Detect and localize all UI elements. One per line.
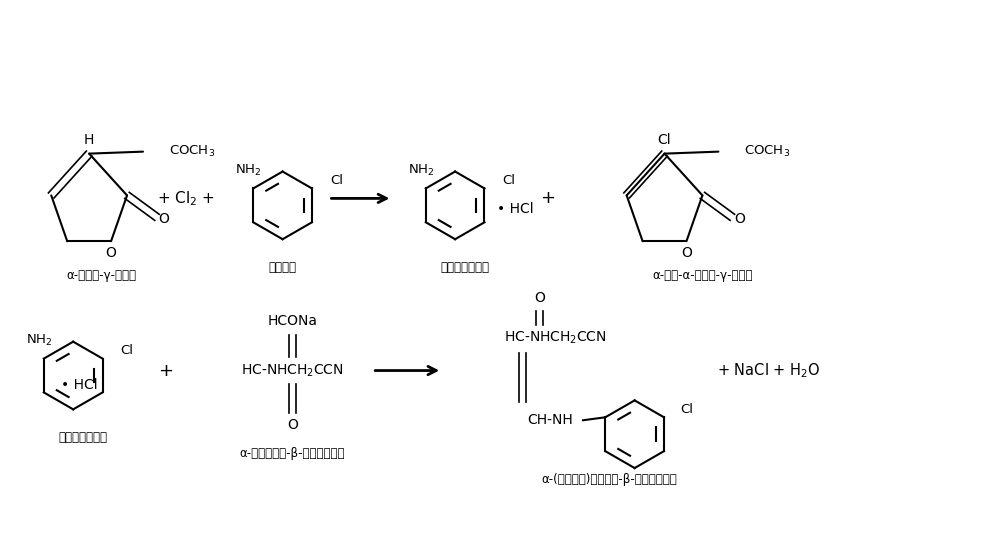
Text: O: O bbox=[287, 418, 298, 432]
Text: 邻氯苯胺盐酸盐: 邻氯苯胺盐酸盐 bbox=[441, 261, 490, 273]
Text: Cl: Cl bbox=[121, 344, 134, 357]
Text: 邻氯苯胺: 邻氯苯胺 bbox=[269, 261, 297, 273]
Text: • HCl: • HCl bbox=[497, 203, 534, 217]
Text: α-(邻氯苯胺)基次甲基-β-甲酰氨基丙腻: α-(邻氯苯胺)基次甲基-β-甲酰氨基丙腻 bbox=[542, 474, 678, 487]
Text: Cl: Cl bbox=[502, 174, 515, 187]
Text: α-钓代甲酰基-β-甲酰氨基丙腻: α-钓代甲酰基-β-甲酰氨基丙腻 bbox=[240, 446, 345, 460]
Text: H: H bbox=[84, 133, 94, 147]
Text: • HCl: • HCl bbox=[61, 378, 98, 392]
Text: α-氯代-α-乙酰基-γ-丁内酯: α-氯代-α-乙酰基-γ-丁内酯 bbox=[652, 268, 753, 282]
Text: Cl: Cl bbox=[680, 403, 693, 416]
Text: COCH$_3$: COCH$_3$ bbox=[169, 144, 215, 159]
Text: O: O bbox=[158, 212, 169, 227]
Text: Cl: Cl bbox=[330, 174, 343, 187]
Text: O: O bbox=[106, 246, 117, 260]
Text: NH$_2$: NH$_2$ bbox=[408, 163, 434, 178]
Text: HCONa: HCONa bbox=[268, 314, 318, 328]
Text: HC-NHCH$_2$CCN: HC-NHCH$_2$CCN bbox=[504, 330, 606, 346]
Text: Cl: Cl bbox=[658, 133, 671, 147]
Text: NH$_2$: NH$_2$ bbox=[235, 163, 261, 178]
Text: +: + bbox=[158, 362, 173, 379]
Text: 邻氯苯胺盐酸盐: 邻氯苯胺盐酸盐 bbox=[59, 431, 108, 444]
Text: CH-NH: CH-NH bbox=[527, 413, 573, 427]
Text: O: O bbox=[734, 212, 745, 227]
Text: HC-NHCH$_2$CCN: HC-NHCH$_2$CCN bbox=[241, 362, 344, 379]
Text: COCH$_3$: COCH$_3$ bbox=[744, 144, 790, 159]
Text: α-乙酰基-γ-丁内酯: α-乙酰基-γ-丁内酯 bbox=[66, 268, 136, 282]
Text: O: O bbox=[681, 246, 692, 260]
Text: NH$_2$: NH$_2$ bbox=[26, 333, 52, 348]
Text: + Cl$_2$ +: + Cl$_2$ + bbox=[157, 189, 215, 208]
Text: +: + bbox=[540, 189, 555, 208]
Text: O: O bbox=[534, 291, 545, 305]
Text: + NaCl + H$_2$O: + NaCl + H$_2$O bbox=[717, 361, 821, 380]
